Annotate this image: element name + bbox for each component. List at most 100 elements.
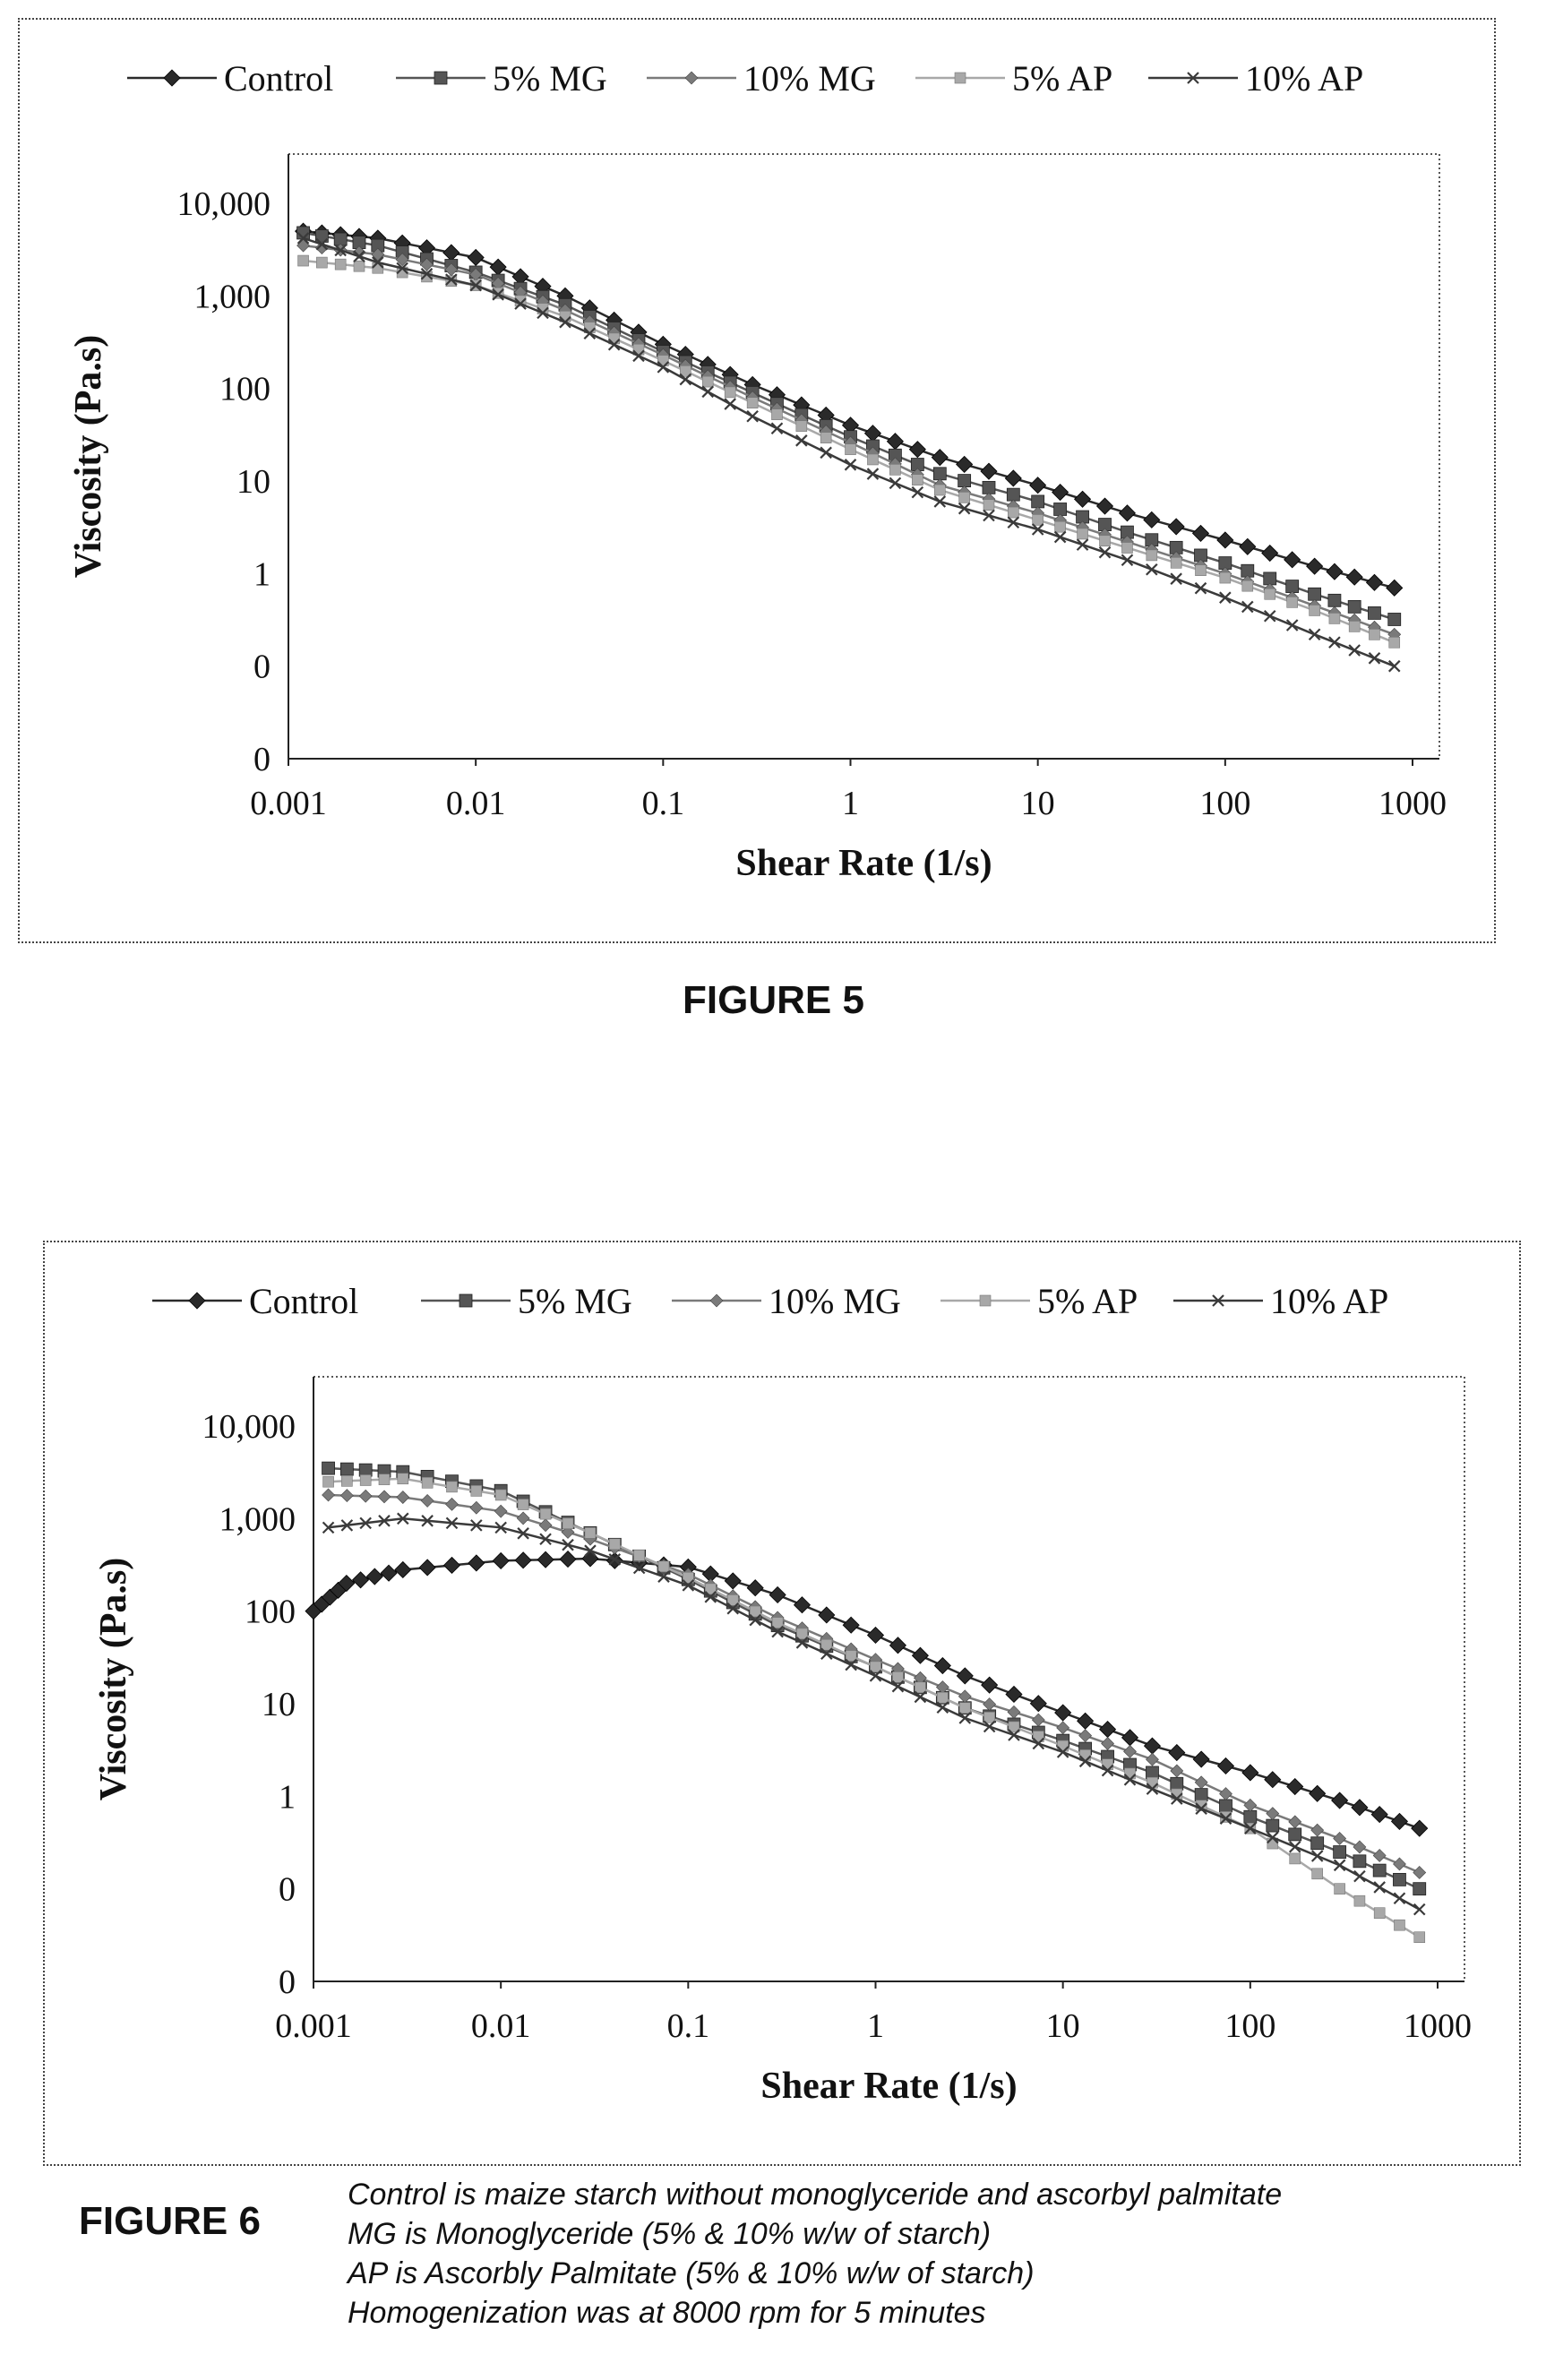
data-point (1031, 494, 1045, 509)
legend-item: 5% MG (421, 1281, 632, 1321)
data-point (322, 1475, 334, 1488)
data-point (1167, 518, 1185, 536)
data-point (322, 1461, 335, 1475)
data-point (1309, 605, 1320, 616)
data-point (682, 1579, 695, 1592)
data-point (514, 297, 527, 310)
figure-6-notes: Control is maize starch without monoglyc… (348, 2175, 1282, 2333)
data-point (1284, 551, 1301, 569)
data-point (395, 253, 409, 267)
data-point (845, 443, 856, 455)
data-point (1054, 520, 1066, 533)
data-point (933, 495, 947, 508)
data-point (1387, 659, 1401, 673)
data-point (489, 258, 507, 276)
data-point (842, 1616, 860, 1634)
data-point (932, 467, 947, 481)
data-point (915, 1681, 926, 1694)
data-point (1121, 554, 1134, 567)
data-point (889, 1637, 907, 1654)
data-point (562, 1517, 574, 1530)
data-point (470, 1485, 483, 1497)
data-point (537, 306, 549, 320)
legend-label: 5% AP (1012, 58, 1112, 99)
data-point (1365, 573, 1384, 591)
note-line: AP is Ascorbly Palmitate (5% & 10% w/w o… (348, 2256, 1035, 2290)
legend-marker (684, 71, 699, 85)
data-point (724, 1572, 742, 1590)
data-point (1267, 1831, 1279, 1844)
data-point (820, 432, 832, 443)
data-point (770, 422, 784, 435)
figure-6-chart: 0.001 0.01 0.1 1 10 100 1000 0 0 1 10 100 1,000 10,00… (93, 1281, 1472, 2107)
data-point (358, 1463, 373, 1477)
data-point (1008, 1729, 1020, 1741)
data-point (492, 288, 504, 301)
x-tick-label: 0.001 (275, 2007, 352, 2045)
data-point (394, 1560, 412, 1579)
data-point (442, 244, 460, 262)
data-point (1393, 1857, 1406, 1871)
data-point (956, 1667, 974, 1685)
data-point (1032, 1737, 1045, 1750)
note-line: MG is Monoglyceride (5% & 10% w/w of sta… (348, 2217, 992, 2251)
data-point (795, 1637, 809, 1649)
data-point (724, 386, 736, 399)
data-point (296, 238, 310, 253)
data-point (933, 484, 946, 496)
data-point (517, 1527, 529, 1540)
data-point (1333, 1832, 1347, 1845)
data-point (1348, 621, 1361, 632)
data-point (870, 1661, 881, 1673)
data-point (442, 1556, 461, 1575)
y-tick-label: 10,000 (177, 185, 271, 223)
legend-label: 10% MG (743, 58, 876, 99)
data-point (609, 1538, 621, 1551)
data-point (1076, 538, 1089, 551)
data-point (1008, 1721, 1020, 1733)
x-tick-label: 0.001 (250, 785, 327, 822)
data-point (365, 1568, 383, 1585)
data-point (352, 245, 366, 260)
data-point (869, 1670, 882, 1682)
data-point (421, 1515, 434, 1527)
data-point (1170, 1764, 1184, 1778)
data-point (1289, 1852, 1301, 1865)
data-point (396, 262, 408, 275)
y-tick-label: 0 (279, 1963, 296, 2001)
data-point (1353, 1869, 1366, 1883)
data-point (844, 459, 857, 471)
data-point (933, 1656, 951, 1675)
data-point (358, 1489, 373, 1503)
data-point (1118, 504, 1137, 522)
data-point (1264, 588, 1276, 600)
data-point (378, 1515, 391, 1527)
data-point (446, 1481, 458, 1493)
data-point (1101, 1764, 1114, 1777)
data-point (1261, 544, 1279, 563)
data-point (704, 1591, 717, 1603)
data-point (468, 1554, 485, 1572)
data-point (1288, 1815, 1302, 1829)
data-point (338, 1574, 356, 1593)
data-point (1143, 511, 1161, 528)
data-point (1170, 1776, 1184, 1791)
data-point (539, 1508, 552, 1520)
data-point (562, 1538, 574, 1551)
data-point (704, 1583, 717, 1595)
data-point (1005, 1685, 1023, 1704)
data-point (1328, 613, 1341, 624)
data-point (1411, 1819, 1429, 1837)
y-tick-label: 1,000 (219, 1500, 296, 1538)
data-point (359, 1516, 372, 1530)
data-point (701, 385, 715, 399)
data-point (1053, 503, 1068, 516)
data-point (1288, 1827, 1302, 1842)
legend-marker (163, 69, 181, 87)
data-point (559, 1551, 577, 1568)
data-point (1387, 613, 1402, 626)
data-point (1373, 1907, 1386, 1919)
data-point (818, 1606, 836, 1624)
data-point (820, 1638, 833, 1651)
data-point (1310, 1836, 1325, 1851)
